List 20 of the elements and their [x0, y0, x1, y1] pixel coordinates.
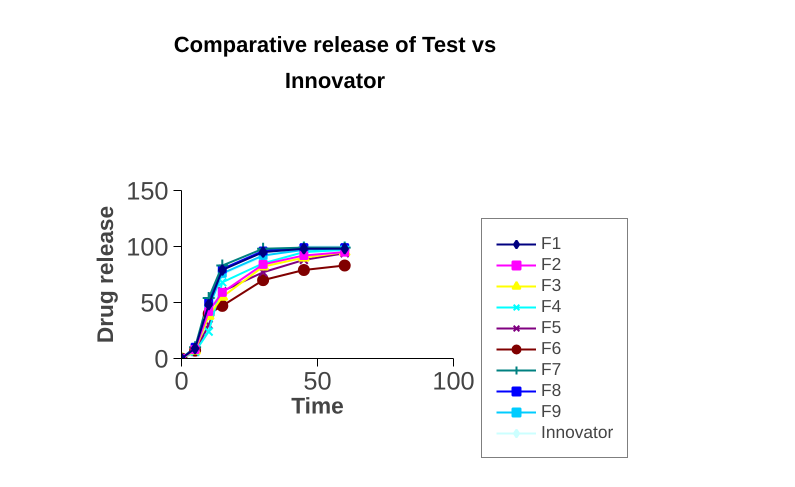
y-tick-label: 50 — [140, 290, 169, 318]
legend-label: F7 — [541, 359, 562, 380]
legend-label: F2 — [541, 254, 562, 275]
y-tick-label: 0 — [154, 346, 169, 374]
x-tick-label: 0 — [174, 368, 189, 396]
y-axis-title: Drug release — [92, 206, 118, 344]
x-axis-title: Time — [291, 392, 344, 418]
y-tick-label: 100 — [126, 234, 169, 262]
legend-label: Innovator — [541, 422, 614, 443]
x-tick-label: 50 — [303, 368, 332, 396]
legend-label: F9 — [541, 401, 562, 422]
legend-label: F5 — [541, 317, 562, 338]
chart-title: Comparative release of Test vs Innovator — [174, 31, 496, 95]
legend-label: F3 — [541, 275, 562, 296]
legend-label: F8 — [541, 380, 562, 401]
x-tick-label: 100 — [432, 368, 475, 396]
y-tick-label: 150 — [126, 178, 169, 206]
legend-label: F1 — [541, 233, 562, 254]
legend-label: F6 — [541, 338, 562, 359]
legend-label: F4 — [541, 296, 562, 317]
